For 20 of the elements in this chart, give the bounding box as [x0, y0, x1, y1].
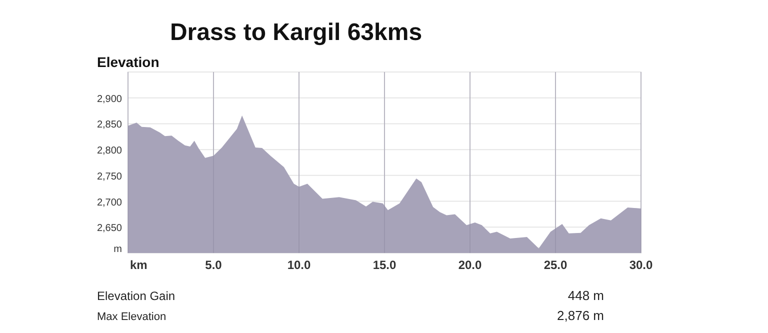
- x-tick-label: 20.0: [458, 258, 482, 272]
- y-tick-label: m: [114, 244, 122, 255]
- text: 448 m: [568, 288, 604, 303]
- x-tick-label: 5.0: [205, 258, 222, 272]
- x-tick-label: 30.0: [629, 258, 653, 272]
- text: Max Elevation: [97, 311, 166, 323]
- y-tick-label: 2,900: [96, 94, 122, 105]
- y-tick-label: 2,700: [96, 197, 122, 208]
- text: Elevation Gain: [97, 289, 176, 303]
- x-tick-label: 15.0: [372, 258, 396, 272]
- x-tick-label: km: [130, 258, 148, 272]
- y-tick-label: 2,650: [96, 223, 122, 234]
- y-tick-label: 2,750: [96, 171, 122, 182]
- x-tick-label: 25.0: [544, 258, 568, 272]
- text: 2,876 m: [557, 308, 604, 323]
- y-tick-label: 2,850: [96, 120, 122, 131]
- x-tick-label: 10.0: [287, 258, 311, 272]
- chart-title: Drass to Kargil 63kms: [170, 19, 422, 46]
- y-axis-title: Elevation: [97, 54, 160, 70]
- y-tick-label: 2,800: [96, 146, 122, 157]
